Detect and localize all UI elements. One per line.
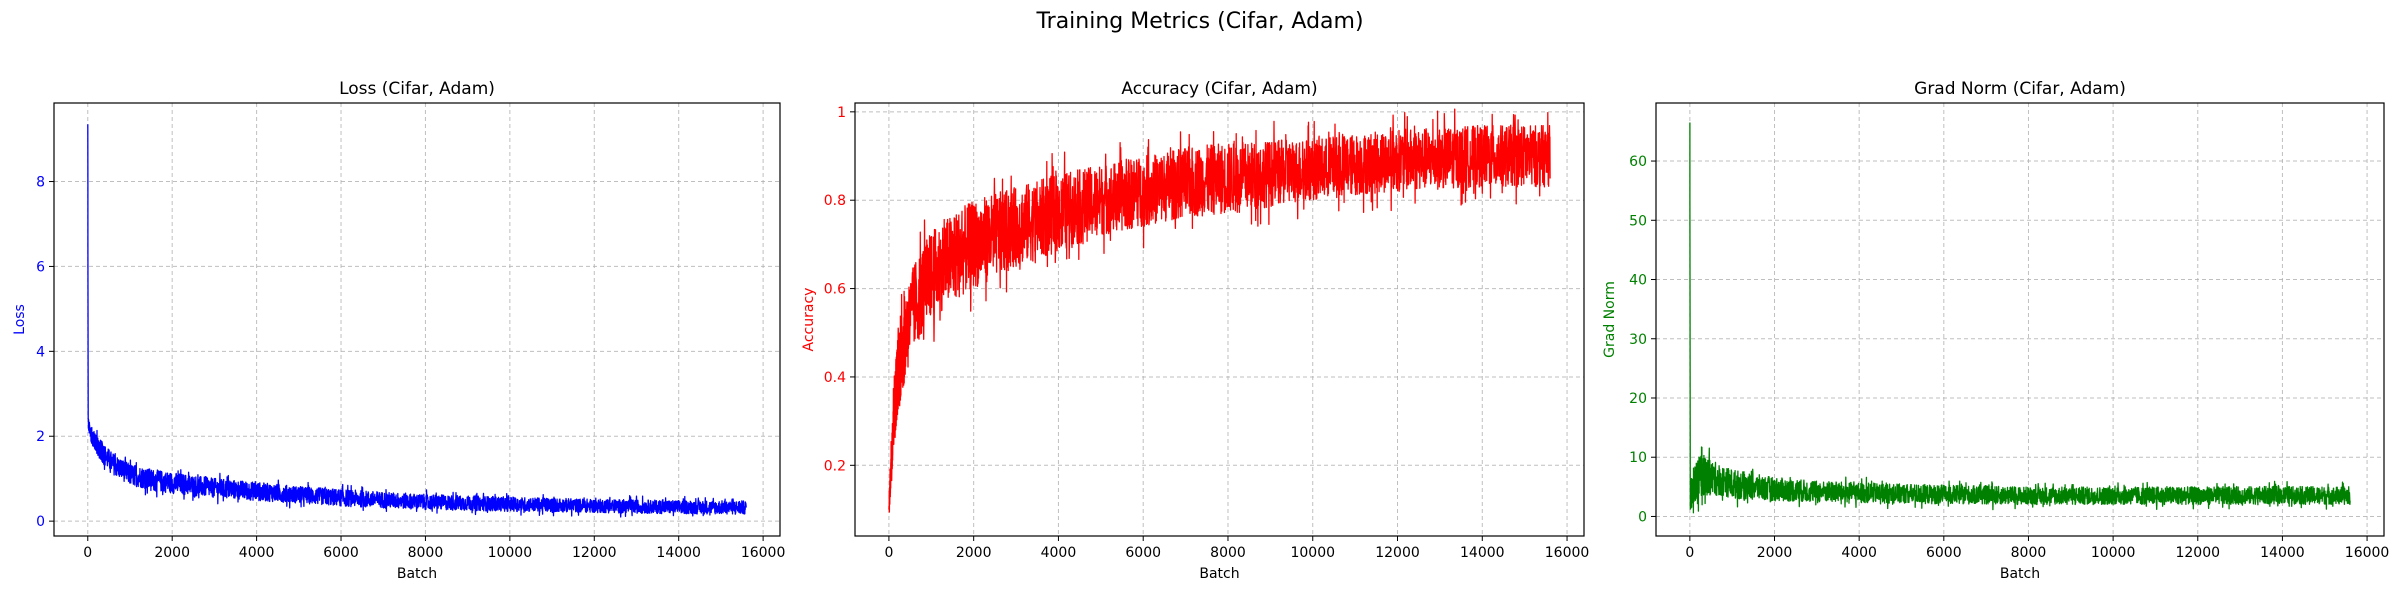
y-tick-label: 2 [36, 429, 45, 445]
x-tick-label: 12000 [1375, 545, 1420, 561]
x-axis-label: Batch [397, 566, 437, 582]
x-tick-label: 4000 [1041, 545, 1077, 561]
subplot-3: 0 2000 4000 6000 8000 10000 12000 14000 16000 0 10… [1602, 79, 2389, 582]
plots-container: 0 2000 4000 6000 8000 10000 12000 14000 16000024… [12, 79, 2389, 582]
y-tick-label: 6 [36, 259, 45, 275]
series-line-1 [1689, 122, 2351, 514]
series-line-1 [888, 108, 1551, 513]
y-tick-label: 0.6 [824, 282, 846, 298]
y-axis-label: Loss [12, 304, 28, 335]
x-tick-label: 0 [884, 545, 893, 561]
x-tick-label: 16000 [741, 545, 786, 561]
x-tick-label: 10000 [2091, 545, 2136, 561]
y-tick-label: 8 [36, 175, 45, 191]
y-tick-label: 0 [36, 514, 45, 530]
x-tick-label: 2000 [1757, 545, 1793, 561]
y-tick-label: 0.2 [824, 458, 846, 474]
x-tick-label: 6000 [1125, 545, 1161, 561]
x-tick-label: 12000 [2175, 545, 2220, 561]
axes-frame [53, 102, 781, 537]
x-tick-label: 10000 [488, 545, 533, 561]
axes-frame [1655, 102, 2385, 537]
y-tick-label: 30 [1629, 332, 1647, 348]
subplot-title: Loss (Cifar, Adam) [339, 79, 495, 99]
subplot-title: Accuracy (Cifar, Adam) [1121, 79, 1317, 99]
y-tick-label: 10 [1629, 450, 1647, 466]
x-tick-label: 2000 [154, 545, 190, 561]
x-tick-label: 0 [1685, 545, 1694, 561]
x-tick-label: 8000 [2011, 545, 2047, 561]
x-tick-label: 6000 [323, 545, 359, 561]
y-tick-label: 60 [1629, 154, 1647, 170]
x-tick-label: 0 [83, 545, 92, 561]
x-tick-label: 14000 [1460, 545, 1505, 561]
y-tick-label: 0 [1638, 509, 1647, 525]
x-tick-label: 8000 [1210, 545, 1246, 561]
x-tick-label: 14000 [2260, 545, 2305, 561]
subplot-1: 0 2000 4000 6000 8000 10000 12000 14000 16000 0 2 4… [12, 79, 785, 582]
subplot-2: 0 2000 4000 6000 8000 10000 12000 14000 16000 0.2… [801, 79, 1589, 582]
x-tick-label: 4000 [239, 545, 275, 561]
y-tick-label: 50 [1629, 213, 1647, 229]
x-axis-label: Batch [1199, 566, 1239, 582]
x-tick-label: 10000 [1290, 545, 1335, 561]
y-axis-label: Accuracy [801, 288, 817, 352]
y-tick-label: 0.4 [824, 370, 846, 386]
x-axis-label: Batch [2000, 566, 2040, 582]
x-tick-label: 16000 [2345, 545, 2390, 561]
x-tick-label: 4000 [1841, 545, 1877, 561]
x-tick-label: 6000 [1926, 545, 1962, 561]
series-line-1 [87, 124, 747, 518]
x-tick-label: 16000 [1545, 545, 1590, 561]
figure-title: Training Metrics (Cifar, Adam) [1035, 9, 1363, 34]
y-axis-label: Grad Norm [1602, 281, 1618, 358]
x-tick-label: 12000 [572, 545, 617, 561]
y-tick-label: 1 [837, 105, 846, 121]
y-tick-label: 4 [36, 344, 45, 360]
subplot-title: Grad Norm (Cifar, Adam) [1914, 79, 2126, 99]
y-tick-label: 40 [1629, 273, 1647, 289]
y-tick-label: 0.8 [824, 193, 846, 209]
x-tick-label: 2000 [956, 545, 992, 561]
x-tick-label: 8000 [408, 545, 444, 561]
x-tick-label: 14000 [656, 545, 701, 561]
axes-frame [854, 102, 1585, 537]
y-tick-label: 20 [1629, 391, 1647, 407]
